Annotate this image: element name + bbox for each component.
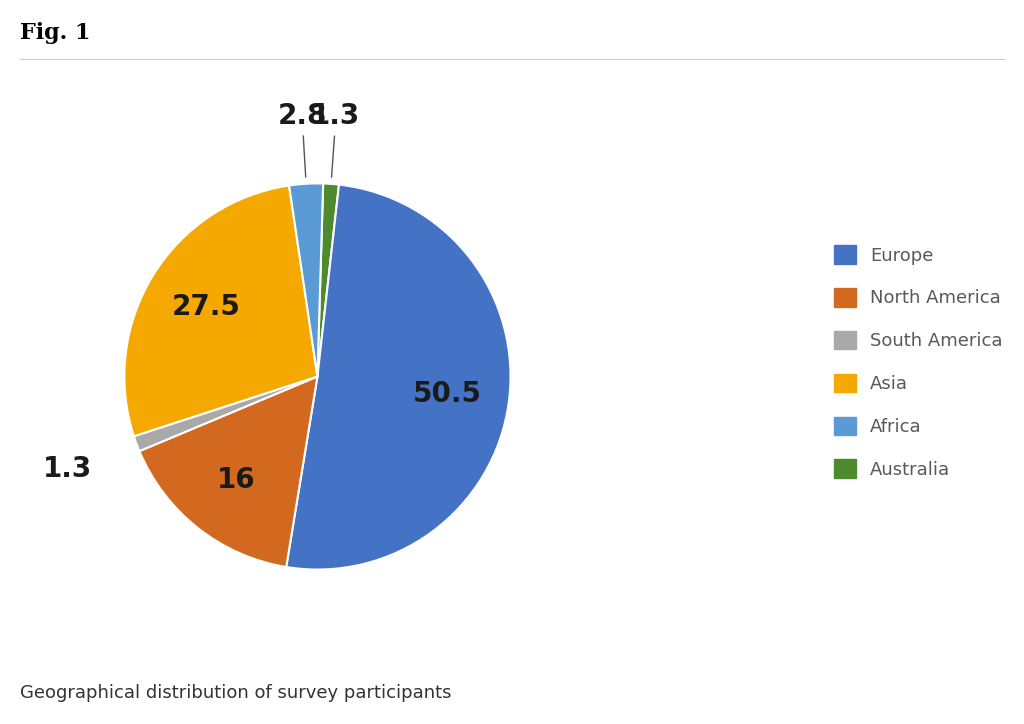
Text: 1.3: 1.3: [43, 455, 92, 484]
Wedge shape: [317, 183, 339, 376]
Wedge shape: [134, 376, 317, 451]
Wedge shape: [287, 185, 511, 570]
Wedge shape: [289, 183, 324, 376]
Text: 1.3: 1.3: [311, 103, 360, 177]
Text: Geographical distribution of survey participants: Geographical distribution of survey part…: [20, 684, 452, 702]
Text: 2.8: 2.8: [278, 102, 327, 177]
Text: 27.5: 27.5: [171, 293, 241, 321]
Text: 16: 16: [217, 466, 255, 494]
Wedge shape: [139, 376, 317, 567]
Legend: Europe, North America, South America, Asia, Africa, Australia: Europe, North America, South America, As…: [826, 238, 1010, 486]
Text: Fig. 1: Fig. 1: [20, 22, 91, 43]
Text: 50.5: 50.5: [413, 380, 482, 408]
Wedge shape: [124, 185, 317, 437]
